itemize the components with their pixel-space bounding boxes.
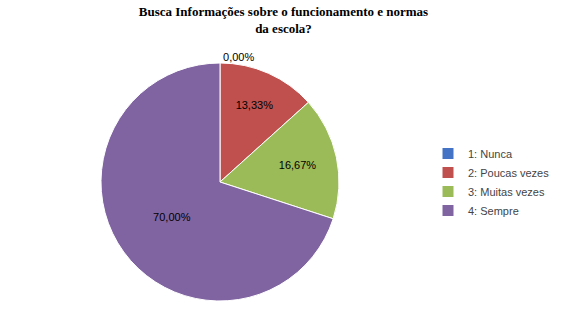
svg-text:3: Muitas vezes: 3: Muitas vezes: [468, 186, 545, 198]
svg-text:0,00%: 0,00%: [223, 51, 254, 63]
svg-text:16,67%: 16,67%: [279, 159, 317, 171]
svg-text:2: Poucas vezes: 2: Poucas vezes: [468, 167, 549, 179]
svg-text:1: Nunca: 1: Nunca: [468, 148, 513, 160]
svg-text:4: Sempre: 4: Sempre: [468, 205, 519, 217]
svg-text:Busca Informações sobre o func: Busca Informações sobre o funcionamento …: [139, 4, 428, 36]
svg-text:70,00%: 70,00%: [153, 211, 191, 223]
svg-text:13,33%: 13,33%: [236, 99, 274, 111]
